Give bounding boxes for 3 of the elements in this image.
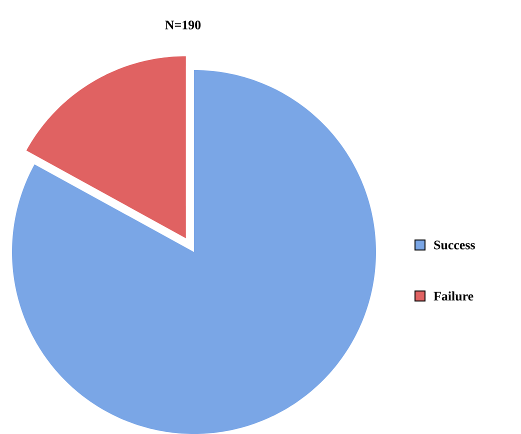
chart-title: N=190 bbox=[165, 20, 201, 30]
legend-label: Success bbox=[434, 240, 475, 250]
legend-label: Failure bbox=[434, 291, 474, 301]
